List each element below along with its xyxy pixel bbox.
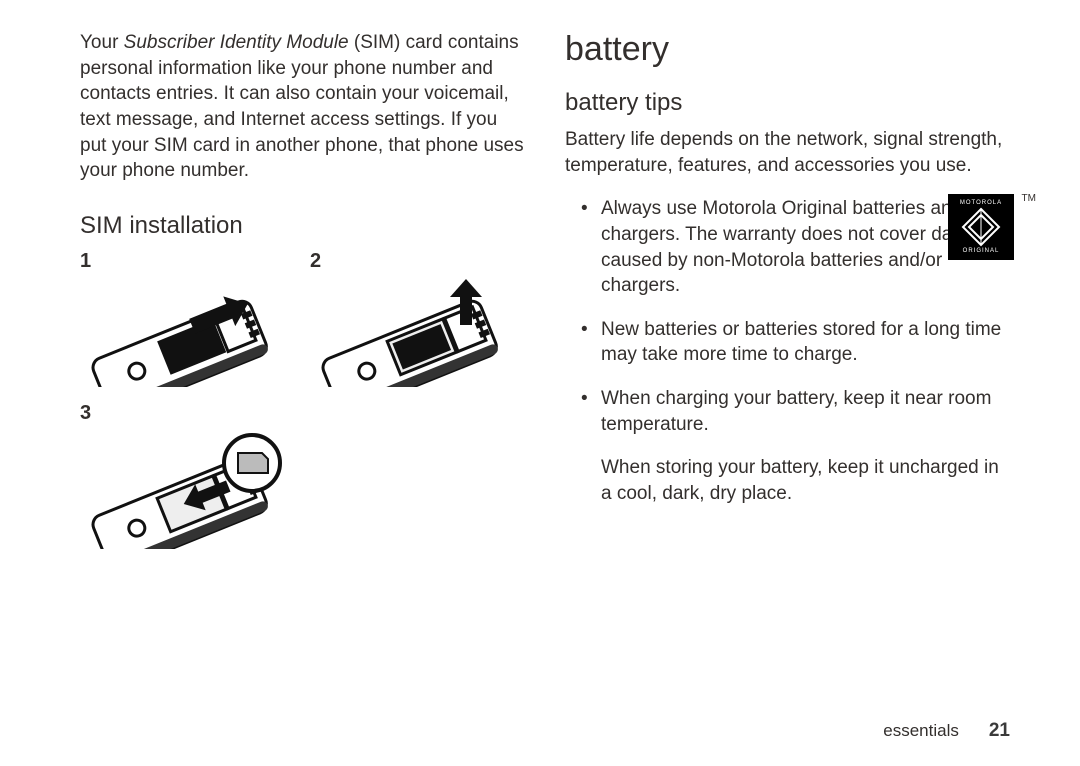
intro-prefix: Your xyxy=(80,32,124,53)
trademark-text: TM xyxy=(1022,192,1036,206)
sim-installation-heading: SIM installation xyxy=(80,212,525,240)
intro-rest: (SIM) card contains personal information… xyxy=(80,32,524,181)
logo-bottom-text: ORIGINAL xyxy=(963,247,1000,255)
sim-step-3: 3 xyxy=(80,402,280,554)
step-number: 1 xyxy=(80,250,280,273)
battery-tip-3: When charging your battery, keep it near… xyxy=(565,386,1010,437)
diamond-icon xyxy=(961,207,1001,247)
phone-step2-icon xyxy=(310,277,510,387)
battery-intro: Battery life depends on the network, sig… xyxy=(565,127,1010,178)
step-number: 3 xyxy=(80,402,280,425)
battery-tip-1: Always use Motorola Original batteries a… xyxy=(565,196,1010,299)
footer-section: essentials xyxy=(883,721,959,741)
page-footer: essentials 21 xyxy=(883,720,1010,742)
sim-steps: 1 xyxy=(80,250,525,554)
motorola-original-logo-icon: MOTOROLA ORIGINAL xyxy=(948,194,1014,260)
right-column: battery battery tips Battery life depend… xyxy=(565,30,1010,746)
phone-step1-icon xyxy=(80,277,280,387)
manual-page: Your Subscriber Identity Module (SIM) ca… xyxy=(0,0,1080,766)
sim-intro-paragraph: Your Subscriber Identity Module (SIM) ca… xyxy=(80,30,525,184)
battery-storage-note: When storing your battery, keep it uncha… xyxy=(565,455,1010,506)
step-number: 2 xyxy=(310,250,510,273)
sim-magnifier-icon xyxy=(224,435,280,491)
battery-tips-heading: battery tips xyxy=(565,89,1010,117)
sim-step-2: 2 xyxy=(310,250,510,392)
tip-text: Always use Motorola Original batteries a… xyxy=(601,198,1000,296)
left-column: Your Subscriber Identity Module (SIM) ca… xyxy=(80,30,525,746)
battery-tips-list: Always use Motorola Original batteries a… xyxy=(565,196,1010,455)
battery-heading: battery xyxy=(565,30,1010,69)
footer-page-number: 21 xyxy=(989,720,1010,742)
sim-step-1: 1 xyxy=(80,250,280,392)
phone-step3-icon xyxy=(80,429,290,549)
battery-tip-2: New batteries or batteries stored for a … xyxy=(565,317,1010,368)
logo-top-text: MOTOROLA xyxy=(960,199,1002,207)
intro-italic: Subscriber Identity Module xyxy=(124,32,349,53)
